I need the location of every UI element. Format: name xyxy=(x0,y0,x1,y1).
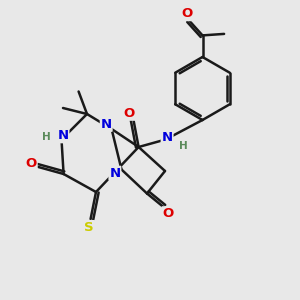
Text: O: O xyxy=(26,157,37,170)
Text: N: N xyxy=(57,129,69,142)
Text: N: N xyxy=(109,167,121,180)
Text: N: N xyxy=(100,118,112,131)
Text: O: O xyxy=(182,7,193,20)
Text: O: O xyxy=(123,107,135,120)
Text: H: H xyxy=(42,132,51,142)
Text: N: N xyxy=(161,131,173,144)
Text: H: H xyxy=(179,141,188,151)
Text: O: O xyxy=(162,207,174,220)
Text: S: S xyxy=(84,221,94,234)
